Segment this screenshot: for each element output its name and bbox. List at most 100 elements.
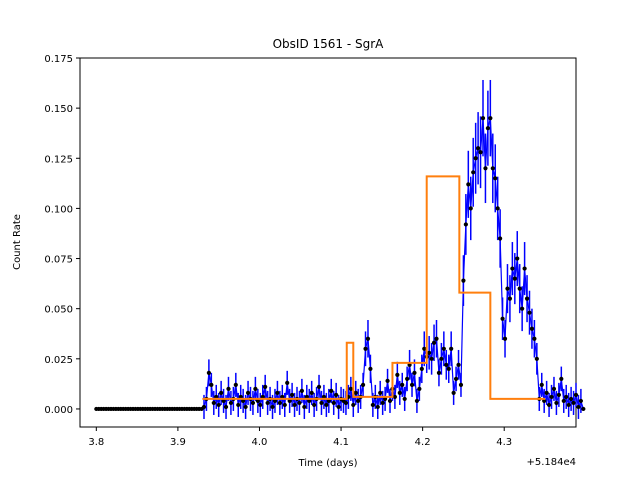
y-tick-label: 0.125: [44, 154, 73, 165]
data-point: [356, 398, 361, 404]
data-point: [368, 366, 373, 371]
data-point: [319, 400, 324, 406]
data-point: [573, 392, 579, 398]
data-point: [559, 376, 564, 381]
data-point: [546, 402, 552, 408]
data-point: [434, 336, 439, 341]
plot-frame: [79, 57, 577, 428]
data-point: [292, 402, 297, 408]
y-axis-label: Count Rate: [12, 214, 23, 270]
data-point: [485, 126, 490, 131]
data-point: [209, 382, 214, 387]
y-tick-label: 0.025: [44, 355, 73, 366]
data-point: [250, 400, 256, 406]
data-point: [498, 236, 503, 241]
data-point: [490, 166, 495, 171]
data-point: [463, 222, 468, 227]
data-point: [370, 402, 375, 408]
data-point: [219, 390, 224, 396]
data-point: [233, 382, 238, 387]
y-tick-label: 0.050: [44, 305, 73, 316]
data-point: [375, 404, 380, 410]
data-point: [324, 402, 329, 408]
data-point: [387, 398, 393, 404]
data-point: [520, 306, 525, 311]
data-point: [226, 386, 231, 391]
data-point: [429, 356, 434, 361]
data-point: [236, 402, 241, 408]
x-tick-label: 4.3: [496, 437, 512, 448]
data-point: [263, 384, 268, 389]
data-point: [402, 396, 407, 402]
data-point: [539, 382, 544, 387]
data-point: [576, 404, 581, 410]
data-point: [571, 400, 576, 406]
data-point: [483, 166, 488, 171]
y-tick-label: 0.100: [44, 204, 73, 215]
data-point: [446, 366, 451, 371]
data-point: [529, 326, 535, 331]
data-point: [243, 404, 248, 410]
x-tick-label: 3.8: [88, 437, 104, 448]
data-point: [544, 390, 549, 396]
data-point: [351, 402, 356, 408]
data-point: [277, 400, 282, 406]
data-point: [385, 378, 390, 383]
data-point: [431, 340, 437, 345]
data-point: [556, 392, 561, 398]
y-tick-label: 0.075: [44, 255, 73, 266]
data-point: [299, 388, 304, 394]
data-point: [505, 286, 510, 291]
x-axis-label: Time (days): [297, 458, 357, 469]
data-point: [412, 370, 417, 375]
bayesian-blocks-line: [202, 175, 545, 400]
data-point: [316, 384, 322, 389]
data-point: [348, 386, 353, 391]
rate-line: [96, 118, 584, 410]
data-point: [461, 278, 466, 283]
data-point: [329, 388, 334, 394]
plot-area: [79, 57, 586, 428]
data-point: [395, 372, 400, 377]
data-point: [414, 398, 420, 404]
data-point: [522, 266, 527, 271]
data-point: [336, 404, 341, 410]
data-point: [441, 346, 446, 351]
data-point: [439, 356, 444, 361]
data-point: [532, 336, 537, 341]
data-point: [309, 390, 314, 396]
data-point: [427, 350, 432, 355]
data-point: [524, 296, 530, 301]
data-point: [253, 386, 258, 391]
data-point: [245, 390, 251, 396]
data-point: [365, 336, 371, 341]
data-point: [285, 380, 290, 385]
data-point: [554, 400, 559, 406]
data-point: [500, 316, 505, 321]
data-point: [223, 404, 229, 410]
data-point: [551, 386, 557, 391]
chart-title: ObsID 1561 - SgrA: [273, 37, 385, 51]
data-point: [488, 116, 493, 121]
data-point: [534, 356, 539, 361]
data-point: [419, 366, 424, 371]
data-point: [302, 404, 307, 410]
data-point: [473, 156, 478, 161]
data-point: [581, 406, 586, 412]
data-point: [211, 400, 216, 406]
line-layer: [96, 118, 584, 410]
y-tick-label: 0.150: [44, 104, 73, 115]
data-point: [282, 402, 287, 408]
data-point: [400, 382, 405, 387]
data-point: [458, 382, 464, 387]
data-point: [549, 394, 554, 400]
data-point: [566, 402, 571, 408]
blocks-layer: [202, 175, 545, 400]
data-point: [258, 402, 263, 408]
data-point: [512, 276, 517, 281]
data-point: [451, 390, 456, 396]
data-point: [517, 286, 522, 291]
y-tick-label: 0.175: [44, 54, 73, 65]
data-point: [561, 398, 566, 404]
